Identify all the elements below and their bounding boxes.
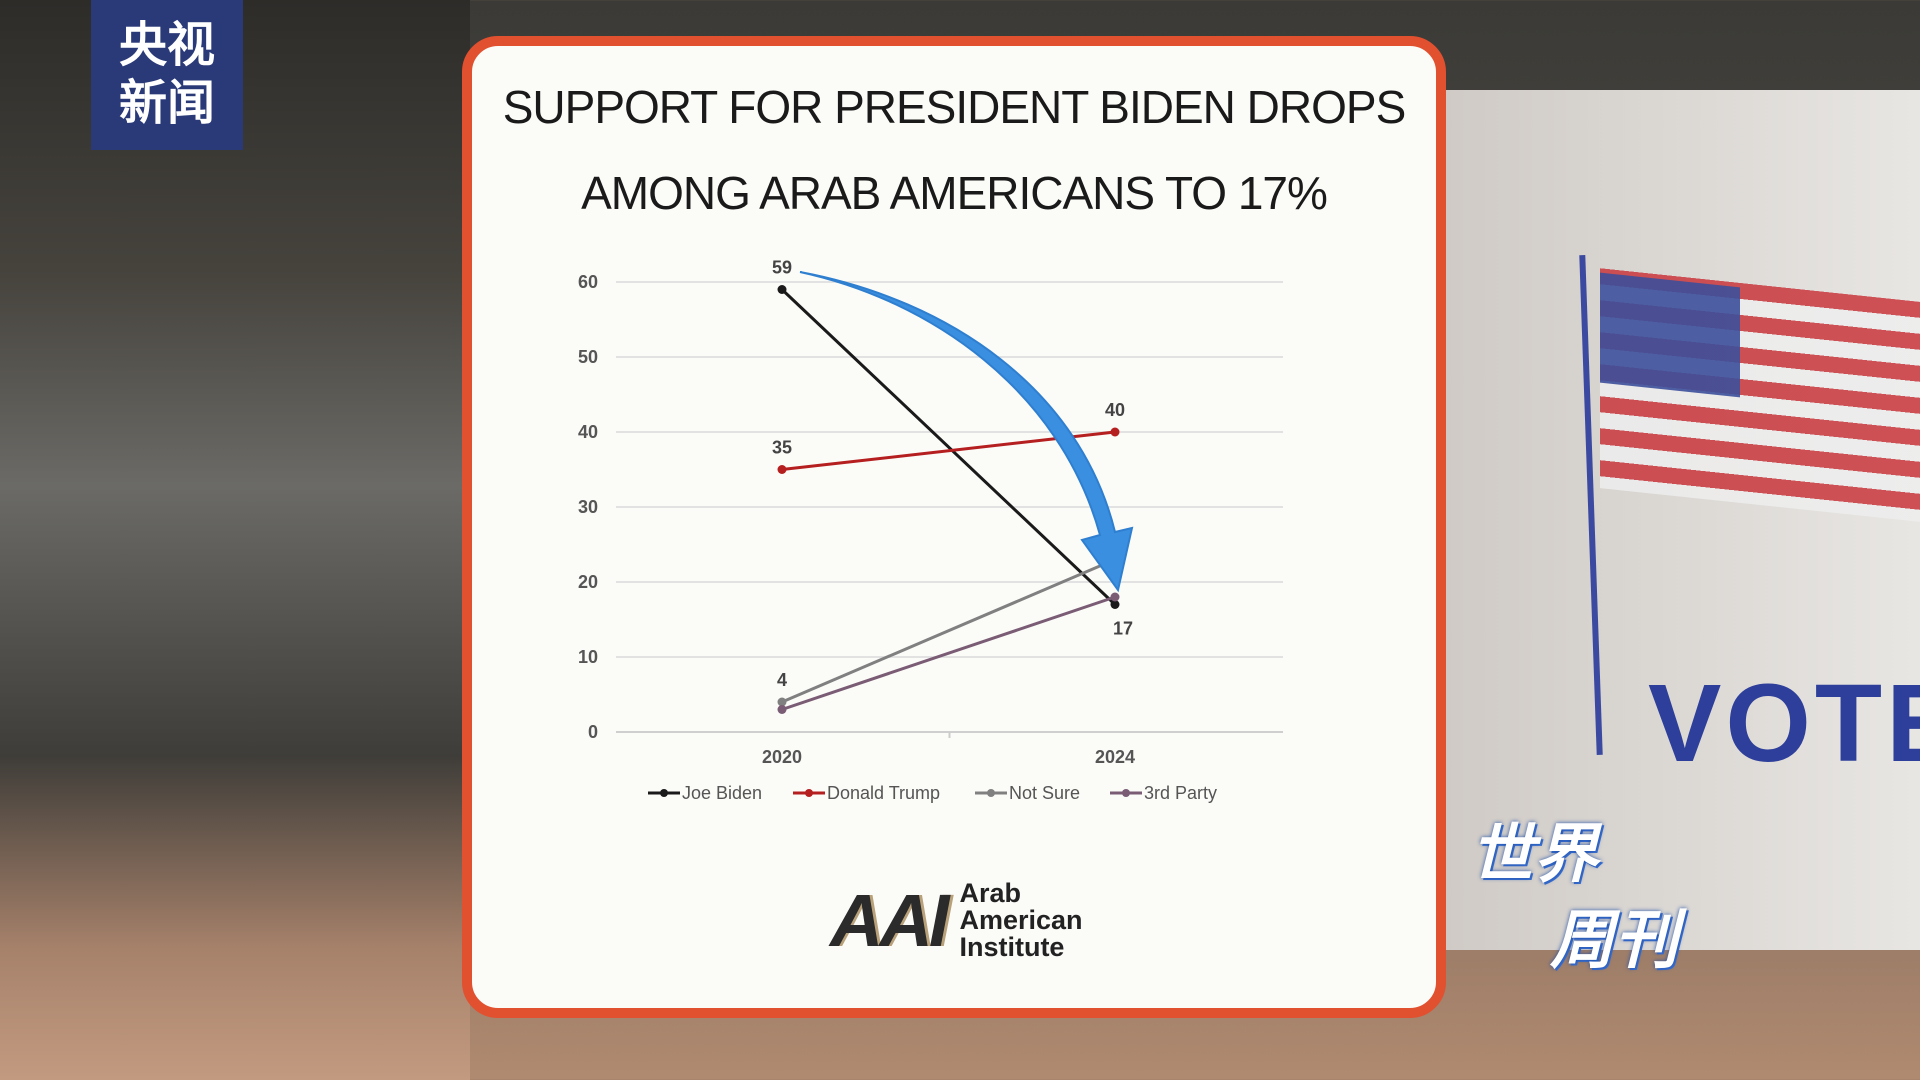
- series-line-joe-biden: [780, 288, 1117, 606]
- legend-label: Not Sure: [1009, 783, 1080, 803]
- chart-title-line-2: AMONG ARAB AMERICANS TO 17%: [581, 167, 1328, 219]
- y-tick-label: 60: [578, 272, 598, 292]
- data-label: 35: [772, 438, 792, 458]
- x-tick-label: 2020: [762, 747, 802, 767]
- cctv-news-logo: 央视新闻: [91, 0, 243, 150]
- data-point: [1110, 427, 1120, 437]
- aai-line-1: Arab: [959, 878, 1021, 908]
- y-tick-label: 20: [578, 572, 598, 592]
- aai-line-3: Institute: [959, 932, 1065, 962]
- data-label: 4: [777, 670, 787, 690]
- series-line-not-sure: [781, 558, 1116, 704]
- data-label: 59: [772, 258, 792, 278]
- y-tick-label: 50: [578, 347, 598, 367]
- legend-label: Donald Trump: [827, 783, 940, 803]
- data-label: 40: [1105, 400, 1125, 420]
- aai-logo-mark: AAI: [830, 879, 949, 962]
- background-scene-left: [0, 0, 470, 1080]
- data-label: 17: [1113, 619, 1133, 639]
- legend-marker: [1122, 789, 1130, 797]
- world-weekly-logo-line-1: 世界: [1470, 818, 1598, 892]
- y-tick-label: 0: [588, 722, 598, 742]
- chart-title: SUPPORT FOR PRESIDENT BIDEN DROPS AMONG …: [462, 64, 1446, 236]
- data-point: [777, 705, 787, 714]
- chart-card: [462, 36, 1446, 1018]
- legend-label: 3rd Party: [1144, 783, 1217, 803]
- data-point: [1110, 600, 1120, 609]
- data-point: [777, 285, 787, 294]
- cctv-news-logo-text: 央视新闻: [118, 17, 215, 131]
- series-line-3rd-party: [781, 595, 1116, 711]
- data-point: [1110, 592, 1120, 602]
- legend-marker: [805, 789, 813, 797]
- y-tick-label: 10: [578, 647, 598, 667]
- aai-line-2: American: [959, 905, 1083, 935]
- data-point: [777, 697, 787, 707]
- x-tick-label: 2024: [1095, 747, 1135, 767]
- legend-marker: [987, 789, 995, 797]
- world-weekly-logo-line-2: 周刊: [1550, 904, 1678, 978]
- y-tick-label: 30: [578, 497, 598, 517]
- aai-logo-text: Arab American Institute: [959, 880, 1082, 961]
- voting-booth: [1440, 90, 1920, 950]
- y-tick-label: 40: [578, 422, 598, 442]
- legend-label: Joe Biden: [682, 783, 762, 803]
- chart-title-line-1: SUPPORT FOR PRESIDENT BIDEN DROPS: [502, 81, 1407, 133]
- arab-american-institute-logo: AAI Arab American Institute: [830, 878, 1083, 963]
- vote-sign: VOTE: [1648, 662, 1920, 785]
- world-weekly-logo: 世界 周刊: [1460, 812, 1678, 984]
- blue-arrow-icon: [799, 271, 1134, 593]
- data-point: [777, 465, 787, 474]
- legend-marker: [660, 789, 668, 797]
